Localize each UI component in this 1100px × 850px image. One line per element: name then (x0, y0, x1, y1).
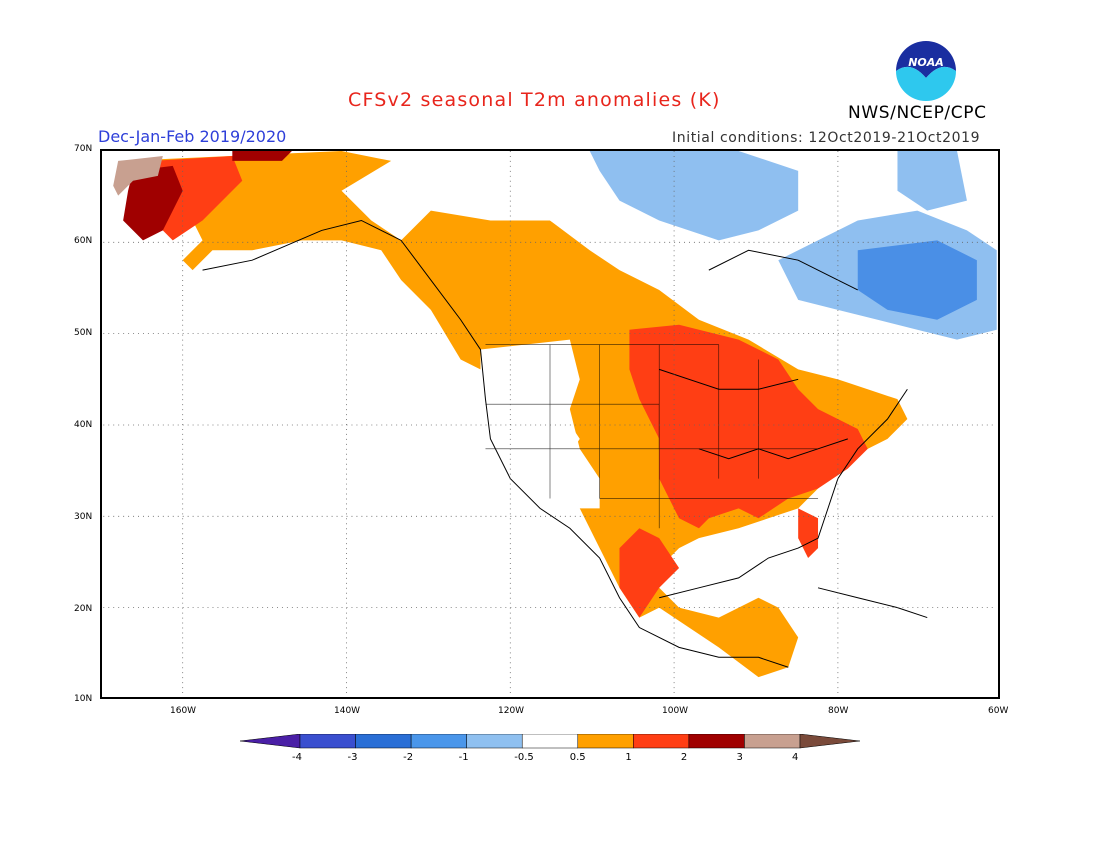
colorbar (240, 734, 860, 749)
anomaly-blue-region (857, 240, 977, 320)
lat-label-40n: 40N (74, 420, 93, 430)
lon-label-160w: 160W (170, 706, 197, 716)
colorbar-segment (521, 734, 579, 749)
map-panel (100, 149, 1000, 699)
lat-label-20n: 20N (74, 604, 93, 614)
coastline (202, 219, 928, 668)
colorbar-tick-label: 4 (792, 752, 799, 763)
colorbar-tick-label: -4 (292, 752, 302, 763)
anomaly-neutral-west (401, 160, 838, 509)
noaa-logo-text: NOAA (908, 56, 944, 69)
anomaly-tan-region (113, 155, 163, 196)
colorbar-tick-label: 2 (680, 752, 688, 763)
colorbar-segment (299, 734, 356, 749)
lat-label-50n: 50N (74, 328, 93, 338)
colorbar-segment (410, 734, 467, 749)
initial-conditions-label: Initial conditions: 12Oct2019-21Oct2019 (672, 130, 981, 146)
lat-label-70n: 70N (74, 144, 93, 154)
graticule (103, 151, 997, 697)
colorbar-tick-label: 0.5 (569, 752, 586, 763)
noaa-logo: NOAA (894, 39, 958, 103)
lon-label-80w: 80W (828, 706, 849, 716)
lon-label-100w: 100W (662, 706, 689, 716)
lat-label-10n: 10N (74, 694, 93, 704)
chart-title: CFSv2 seasonal T2m anomalies (K) (348, 89, 721, 111)
lat-label-60n: 60N (74, 236, 93, 246)
anomaly-darkred-region (123, 151, 292, 241)
lon-label-60w: 60W (988, 706, 1009, 716)
colorbar-tick-label: -1 (458, 752, 469, 763)
colorbar-segment (577, 734, 634, 749)
colorbar-tick-label: 1 (625, 752, 632, 763)
lon-label-120w: 120W (498, 706, 525, 716)
colorbar-tick-label: -0.5 (514, 752, 534, 763)
lat-label-30n: 30N (74, 512, 93, 522)
colorbar-tick-label: -2 (403, 752, 414, 763)
colorbar-segment (633, 734, 690, 749)
colorbar-segment (744, 734, 801, 749)
colorbar-tick-label: 3 (736, 752, 743, 763)
anomaly-map (103, 151, 997, 697)
state-borders (485, 344, 819, 529)
colorbar-segment (466, 734, 523, 749)
colorbar-segment (688, 734, 745, 749)
colorbar-tick-label: -3 (347, 752, 358, 763)
agency-label: NWS/NCEP/CPC (848, 103, 987, 123)
season-label: Dec-Jan-Feb 2019/2020 (98, 127, 287, 146)
colorbar-cap-high (799, 734, 860, 749)
lon-label-140w: 140W (334, 706, 361, 716)
colorbar-cap-low (240, 734, 301, 749)
colorbar-segment (355, 734, 412, 749)
